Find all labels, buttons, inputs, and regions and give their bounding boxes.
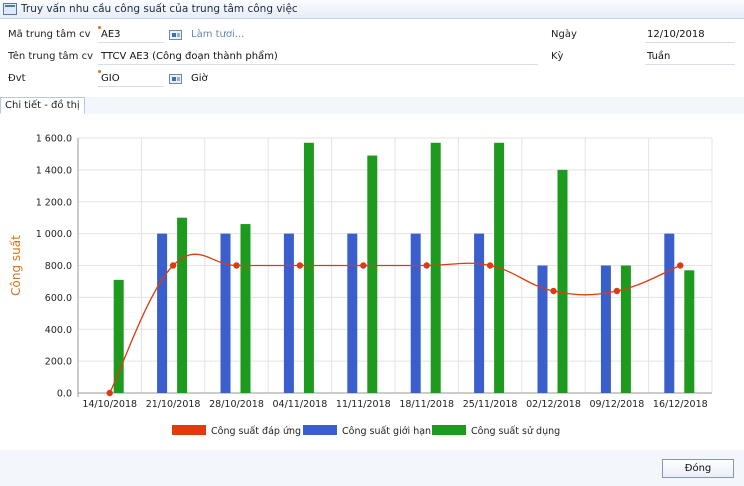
center-name-label: Tên trung tâm cv (8, 51, 93, 62)
y-tick-label: 600.0 (45, 293, 72, 304)
capacity-chart: 0.0 200.0 400.0 600.0 800.0 1 000.0 1 200.0 1 4… (9, 134, 713, 437)
chart-panel: 0.0 200.0 400.0 600.0 800.0 1 000.0 1 200.0 1 4… (0, 114, 744, 450)
line-point (550, 287, 557, 295)
bar-used (240, 224, 251, 393)
center-name-field: TTCV AE3 (Công đoạn thành phẩm) (101, 51, 278, 62)
center-code-underline (98, 42, 164, 43)
window-icon (3, 3, 17, 15)
x-tick-label: 28/10/2018 (209, 399, 264, 410)
lookup-icon[interactable] (169, 30, 182, 40)
unit-label: Đvt (8, 73, 26, 84)
tab-label: Chi tiết - đồ thị (5, 100, 80, 111)
refresh-link[interactable]: Làm tươi... (191, 29, 245, 40)
y-tick-label: 1 600.0 (36, 134, 72, 145)
x-tick-label: 25/11/2018 (463, 399, 518, 410)
line-point (106, 389, 113, 397)
bar-limit (220, 233, 231, 393)
line-point (360, 262, 367, 269)
unit-description: Giờ (191, 73, 208, 84)
bar-used (113, 279, 124, 393)
window-title: Truy vấn nhu cầu công suất của trung tâm… (21, 3, 298, 15)
legend-label: Công suất sử dụng (471, 426, 560, 437)
center-name-underline (98, 64, 538, 65)
bar-limit (347, 233, 358, 393)
y-tick-label: 0.0 (57, 389, 72, 400)
bar-limit (474, 233, 485, 393)
tab-bar: Chi tiết - đồ thị (0, 97, 744, 115)
period-underline (645, 64, 735, 65)
x-tick-label: 11/11/2018 (336, 399, 391, 410)
bar-used (620, 265, 631, 393)
legend-label: Công suất giới hạn (342, 426, 431, 437)
required-marker (98, 70, 101, 73)
line-point (423, 262, 430, 269)
bar-limit (600, 265, 611, 393)
date-field[interactable]: 12/10/2018 (647, 29, 705, 40)
legend-swatch (432, 425, 466, 435)
date-underline (645, 42, 735, 43)
close-button[interactable]: Đóng (662, 459, 734, 478)
bar-used (303, 142, 314, 393)
bar-used (557, 169, 568, 393)
legend-swatch (303, 425, 337, 435)
y-tick-label: 400.0 (45, 325, 72, 336)
bar-used (430, 142, 441, 393)
header-form: Mã trung tâm cv AE3 Làm tươi... Tên trun… (0, 19, 744, 97)
period-field[interactable]: Tuần (647, 51, 671, 62)
y-tick-label: 1 000.0 (36, 229, 72, 240)
bar-limit (157, 233, 168, 393)
x-tick-label: 16/12/2018 (653, 399, 708, 410)
unit-underline (98, 86, 164, 87)
line-point (296, 262, 304, 269)
required-marker (98, 26, 101, 29)
y-tick-label: 200.0 (45, 357, 72, 368)
title-bar: Truy vấn nhu cầu công suất của trung tâm… (0, 0, 744, 19)
x-tick-label: 21/10/2018 (146, 399, 201, 410)
y-tick-label: 1 200.0 (36, 197, 72, 208)
center-code-field[interactable]: AE3 (101, 29, 121, 40)
date-label: Ngày (551, 29, 577, 40)
line-point (613, 287, 621, 295)
bar-limit (664, 233, 675, 393)
period-label: Kỳ (551, 51, 564, 62)
bar-limit (537, 265, 548, 393)
y-tick-label: 800.0 (45, 261, 72, 272)
line-series-demand (109, 253, 681, 394)
bar-limit (283, 233, 294, 393)
y-axis-title: Công suất (9, 235, 23, 296)
y-tick-label: 1 400.0 (36, 165, 72, 176)
line-point (233, 262, 240, 269)
line-point (677, 262, 684, 269)
legend-swatch (172, 425, 206, 435)
x-tick-label: 09/12/2018 (590, 399, 645, 410)
bar-used (367, 155, 378, 393)
line-point (169, 262, 177, 269)
x-tick-label: 14/10/2018 (82, 399, 137, 410)
bar-used (177, 217, 188, 393)
footer-bar: Đóng (0, 450, 744, 486)
lookup-icon[interactable] (169, 74, 182, 84)
bar-used (684, 270, 695, 393)
x-tick-label: 18/11/2018 (399, 399, 454, 410)
unit-field[interactable]: GIO (101, 73, 120, 84)
bar-limit (410, 233, 421, 393)
x-tick-label: 02/12/2018 (526, 399, 581, 410)
x-tick-label: 04/11/2018 (273, 399, 328, 410)
line-point (486, 262, 494, 269)
center-code-label: Mã trung tâm cv (8, 29, 91, 40)
tab-detail-chart[interactable]: Chi tiết - đồ thị (0, 97, 85, 114)
legend-label: Công suất đáp ứng (211, 426, 301, 437)
